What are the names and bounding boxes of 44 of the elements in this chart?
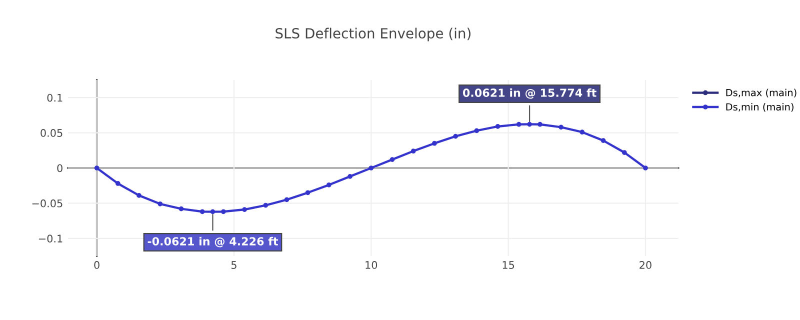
y-tick-label: −0.1 <box>38 234 62 243</box>
x-tick-label: 5 <box>231 261 236 269</box>
y-tick-label: 0.05 <box>40 129 62 137</box>
point <box>158 201 163 206</box>
point <box>284 197 290 202</box>
point <box>178 206 184 212</box>
point <box>368 166 374 170</box>
point <box>263 202 268 208</box>
point <box>622 150 627 155</box>
annotation: -0.0621 in @ 4.226 ft <box>148 236 278 248</box>
point <box>527 122 532 127</box>
point <box>432 140 437 146</box>
point <box>495 124 500 129</box>
annotation: 0.0621 in @ 15.774 ft <box>462 88 596 99</box>
point <box>200 209 205 214</box>
point <box>115 181 120 186</box>
point <box>220 209 226 214</box>
x-tick-label: 20 <box>640 261 652 269</box>
point <box>390 157 395 162</box>
chart-title: SLS Deflection Envelope (in) <box>276 28 470 42</box>
point <box>326 182 332 188</box>
y-tick-label: 0 <box>57 164 62 172</box>
point <box>474 128 480 134</box>
legend-label: Ds,max (main) <box>726 88 796 98</box>
legend-label: Ds,min (main) <box>726 103 794 112</box>
point <box>242 207 247 212</box>
point <box>348 174 352 179</box>
x-tick-label: 10 <box>366 261 378 269</box>
point <box>305 190 310 196</box>
y-tick-label: −0.05 <box>32 199 62 208</box>
point <box>600 138 606 143</box>
x-tick-label: 15 <box>502 261 514 269</box>
point <box>94 166 100 170</box>
point <box>410 148 416 154</box>
point <box>453 134 458 139</box>
point <box>210 209 216 214</box>
point <box>580 130 585 135</box>
point <box>558 124 564 130</box>
y-tick-label: 0.1 <box>47 94 62 102</box>
point <box>643 166 648 170</box>
point <box>538 122 542 127</box>
point <box>516 122 522 127</box>
point <box>136 193 142 198</box>
x-tick-label: 0 <box>94 261 100 269</box>
